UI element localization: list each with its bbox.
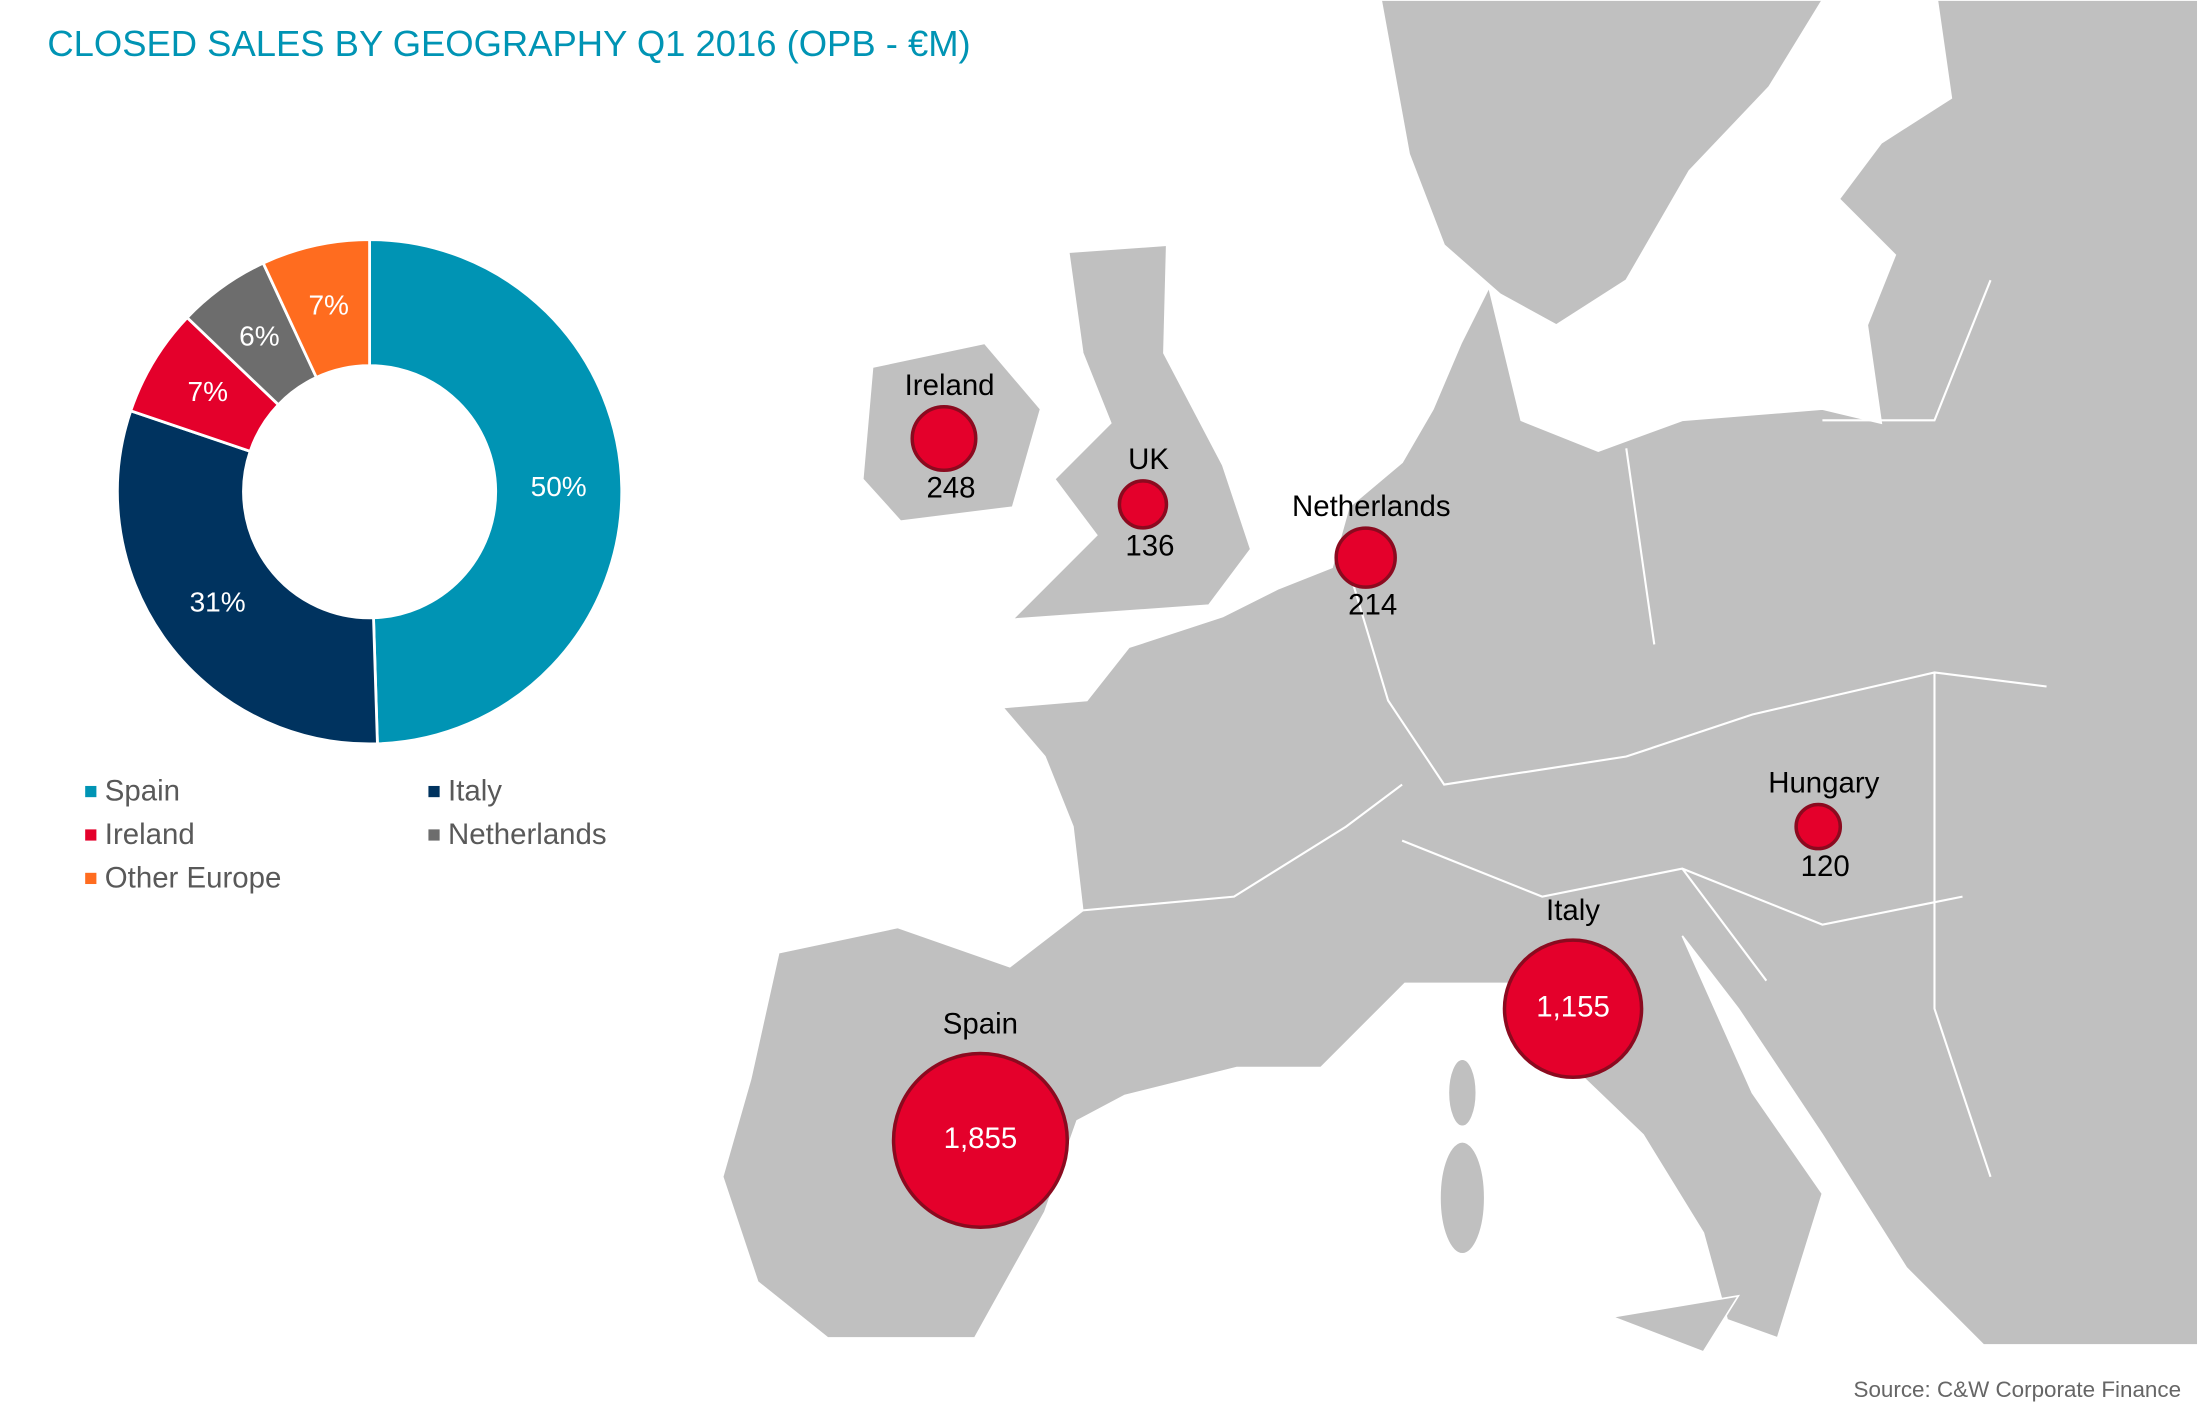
bubble — [1117, 479, 1169, 530]
bubble-name: Netherlands — [1292, 490, 1451, 523]
bubble-name: Italy — [1546, 894, 1600, 927]
slice-label: 6% — [239, 320, 279, 351]
bubble-name: Hungary — [1768, 767, 1879, 800]
bubble-value: 1,155 — [1536, 990, 1610, 1023]
bubble — [1794, 802, 1843, 851]
slice-label: 7% — [188, 376, 228, 407]
donut-slice — [368, 238, 624, 746]
sardinia — [1439, 1140, 1486, 1255]
legend-label: Spain — [105, 775, 180, 808]
bubble — [1334, 526, 1397, 589]
donut-slice — [116, 409, 379, 746]
bubble-value: 136 — [1125, 529, 1174, 562]
corsica — [1447, 1058, 1478, 1128]
slice-label: 7% — [308, 289, 348, 320]
map — [721, 0, 2199, 1353]
legend-swatch — [85, 829, 97, 841]
sicily — [1609, 1294, 1741, 1353]
bubble — [891, 1051, 1070, 1230]
slice-label: 50% — [531, 471, 587, 502]
bubble — [1502, 938, 1644, 1080]
scandinavia — [1380, 0, 1824, 327]
bubble-value: 248 — [926, 472, 975, 505]
legend-swatch — [85, 785, 97, 798]
legend-swatch — [85, 872, 97, 885]
slice-label: 31% — [190, 587, 246, 618]
donut-slice — [261, 238, 371, 380]
legend-label: Italy — [448, 775, 502, 808]
source: Source: C&W Corporate Finance — [1854, 1377, 2182, 1402]
borders — [1079, 279, 2047, 1178]
bubble-value: 214 — [1348, 588, 1397, 621]
bubble-name: Ireland — [905, 369, 995, 402]
great-britain — [1010, 244, 1252, 621]
bubble-value: 120 — [1801, 850, 1850, 883]
legend-label: Netherlands — [448, 818, 607, 851]
bubble-name: Spain — [943, 1007, 1018, 1040]
legend-swatch — [428, 785, 440, 798]
title: CLOSED SALES BY GEOGRAPHY Q1 2016 (OPB -… — [47, 23, 970, 64]
legend-swatch — [428, 829, 440, 841]
bubble-name: UK — [1128, 443, 1169, 476]
bubble — [910, 404, 978, 473]
bubble-value: 1,855 — [944, 1122, 1018, 1155]
legend-label: Other Europe — [105, 862, 282, 895]
legend-label: Ireland — [105, 818, 195, 851]
